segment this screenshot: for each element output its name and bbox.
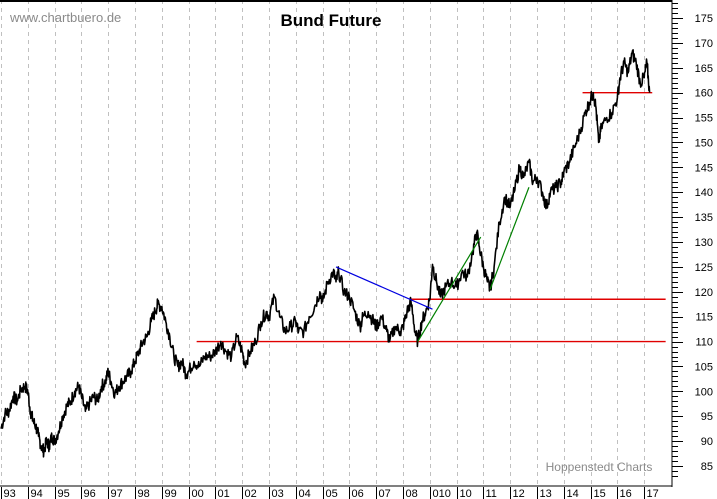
x-tick-label: 04: [299, 488, 311, 499]
y-tick-label: 85: [701, 461, 713, 473]
y-tick-label: 105: [695, 361, 713, 373]
y-tick-label: 155: [695, 113, 713, 125]
price-line: [0, 49, 651, 458]
y-tick-label: 140: [695, 187, 713, 199]
y-tick-label: 135: [695, 212, 713, 224]
x-tick-label: 05: [326, 488, 338, 499]
x-tick-label: 95: [58, 488, 70, 499]
y-tick-label: 120: [695, 287, 713, 299]
vertical-gridlines: [1, 0, 645, 486]
x-tick-label: 98: [138, 488, 150, 499]
watermark: www.chartbuero.de: [9, 10, 121, 25]
x-tick-label: 02: [245, 488, 257, 499]
y-tick-label: 115: [695, 312, 713, 324]
y-tick-label: 175: [695, 13, 713, 25]
x-tick-label: 13: [540, 488, 552, 499]
y-tick-label: 145: [695, 162, 713, 174]
trendline: [335, 266, 433, 310]
x-tick-label: 99: [165, 488, 177, 499]
x-tick-label: 17: [647, 488, 659, 499]
x-tick-label: 12: [513, 488, 525, 499]
x-tick-label: 03: [272, 488, 284, 499]
x-tick-label: 14: [567, 488, 579, 499]
y-tick-label: 170: [695, 38, 713, 50]
y-tick-label: 130: [695, 237, 713, 249]
chart-title: Bund Future: [280, 11, 381, 30]
x-tick-label: 15: [594, 488, 606, 499]
x-tick-label: 97: [111, 488, 123, 499]
x-tick-label: 96: [84, 488, 96, 499]
x-tick-label: 06: [352, 488, 364, 499]
y-axis: 85 90 95 100 105 110 115 120 125 130 135 140 145 150 1…: [672, 3, 713, 477]
x-tick-label: 94: [31, 488, 43, 499]
y-tick-label: 160: [695, 88, 713, 100]
trendline: [489, 187, 530, 290]
trendline: [417, 236, 482, 342]
y-tick-label: 90: [701, 436, 713, 448]
y-tick-label: 150: [695, 137, 713, 149]
y-tick-label: 100: [695, 386, 713, 398]
x-tick-label: 11: [486, 488, 497, 499]
x-tick-label: 93: [4, 488, 16, 499]
x-tick-label: 08: [406, 488, 418, 499]
x-tick-label: 10: [460, 488, 472, 499]
x-tick-label: 01: [218, 488, 230, 499]
y-tick-label: 110: [695, 337, 713, 349]
x-tick-label: 00: [192, 488, 204, 499]
y-tick-label: 95: [701, 411, 713, 423]
y-tick-label: 165: [695, 63, 713, 75]
source-label: Hoppenstedt Charts: [546, 460, 653, 474]
x-tick-label: 07: [379, 488, 391, 499]
y-tick-label: 125: [695, 262, 713, 274]
x-axis: 93 94 95 96 97 98 99 00 01 02 03 04 05 06 07 08 010 10 11 1…: [1, 487, 659, 499]
x-tick-label: 010: [433, 488, 451, 499]
trendlines: [335, 187, 530, 342]
x-tick-label: 16: [620, 488, 632, 499]
